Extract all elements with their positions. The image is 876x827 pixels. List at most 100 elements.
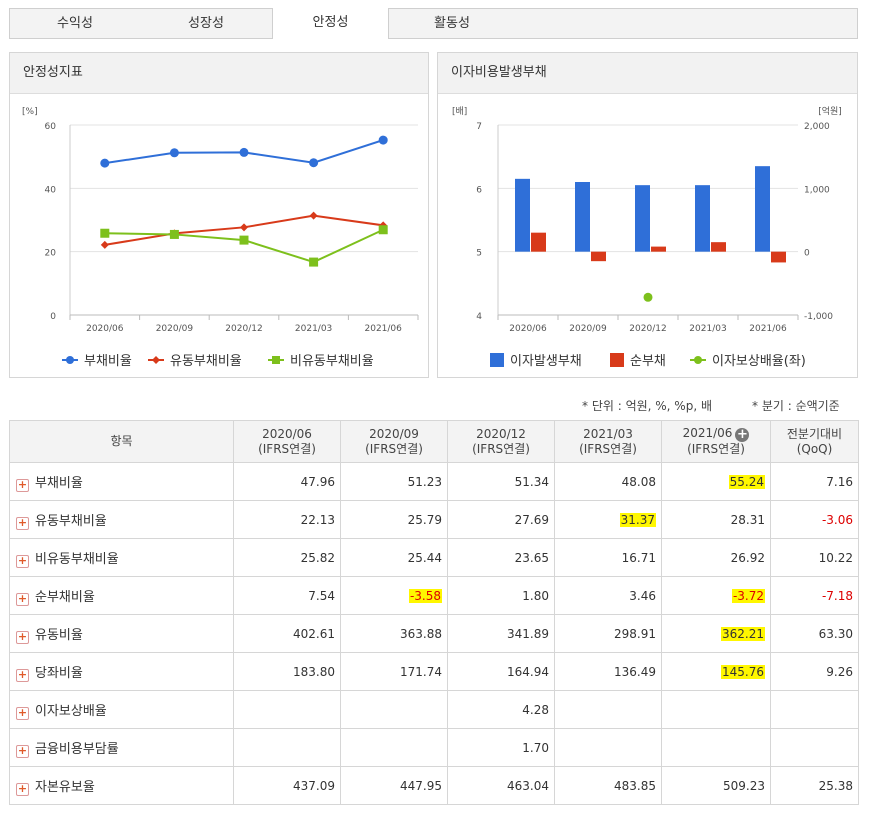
qoq-cell: 25.38 bbox=[770, 766, 859, 805]
tab-growth[interactable]: 성장성 bbox=[188, 16, 224, 31]
highlighted-value: 145.76 bbox=[721, 664, 765, 679]
row-name: 부채비율 bbox=[35, 475, 83, 491]
legend-label: 순부채 bbox=[630, 354, 666, 369]
header-qoq: 전분기대비 (QoQ) bbox=[770, 420, 859, 463]
legend-marker bbox=[272, 356, 280, 364]
data-point bbox=[169, 229, 179, 239]
legend-marker bbox=[694, 356, 702, 364]
row-label[interactable]: + 자본유보율 bbox=[9, 766, 234, 805]
value-cell: 27.69 bbox=[447, 500, 555, 539]
row-name: 금융비용부담률 bbox=[35, 741, 119, 757]
row-label[interactable]: + 유동비율 bbox=[9, 614, 234, 653]
value-cell: 4.28 bbox=[447, 690, 555, 729]
expand-icon[interactable]: + bbox=[16, 515, 29, 530]
expand-icon[interactable]: + bbox=[16, 553, 29, 568]
value-cell bbox=[661, 728, 771, 767]
y-tick-label: 0 bbox=[50, 312, 56, 322]
bar bbox=[695, 185, 710, 252]
row-label[interactable]: + 순부채비율 bbox=[9, 576, 234, 615]
value-cell bbox=[340, 690, 448, 729]
expand-icon[interactable]: + bbox=[16, 743, 29, 758]
value-cell: 31.37 bbox=[554, 500, 662, 539]
expand-icon[interactable]: + bbox=[16, 591, 29, 606]
y-tick-label-right: -1,000 bbox=[804, 312, 833, 322]
row-label[interactable]: + 이자보상배율 bbox=[9, 690, 234, 729]
bar bbox=[531, 232, 546, 252]
value-cell bbox=[340, 728, 448, 767]
value-cell: 25.44 bbox=[340, 538, 448, 577]
value-cell: 447.95 bbox=[340, 766, 448, 805]
x-tick-label: 2020/12 bbox=[629, 324, 666, 334]
table-row: + 순부채비율 7.54 -3.58 1.80 3.46 -3.72 -7.18 bbox=[9, 576, 859, 615]
y-tick-label-left: 4 bbox=[476, 312, 482, 322]
value-cell: 298.91 bbox=[554, 614, 662, 653]
data-point bbox=[239, 235, 249, 245]
tab-bar: 수익성 성장성 안정성 활동성 bbox=[9, 8, 858, 39]
y-tick-label-right: 1,000 bbox=[804, 185, 830, 195]
row-label[interactable]: + 부채비율 bbox=[9, 462, 234, 501]
expand-icon[interactable]: + bbox=[16, 667, 29, 682]
qoq-cell: 7.16 bbox=[770, 462, 859, 501]
bar bbox=[711, 242, 726, 252]
value-cell: 7.54 bbox=[233, 576, 341, 615]
x-tick-label: 2021/03 bbox=[689, 324, 726, 334]
row-label[interactable]: + 당좌비율 bbox=[9, 652, 234, 691]
x-tick-label: 2021/06 bbox=[749, 324, 787, 334]
data-point bbox=[239, 147, 249, 157]
quarter-note: * 분기 : 순액기준 bbox=[752, 399, 840, 413]
data-point bbox=[100, 240, 109, 249]
value-cell: 23.65 bbox=[447, 538, 555, 577]
data-point bbox=[100, 158, 110, 168]
table-row: + 이자보상배율 4.28 bbox=[9, 690, 859, 729]
add-period-icon[interactable]: + bbox=[735, 427, 750, 442]
tab-stability[interactable]: 안정성 bbox=[272, 8, 389, 39]
row-name: 비유동부채비율 bbox=[35, 551, 119, 567]
data-point bbox=[309, 158, 319, 168]
value-cell: 437.09 bbox=[233, 766, 341, 805]
qoq-cell: 9.26 bbox=[770, 652, 859, 691]
value-cell: 48.08 bbox=[554, 462, 662, 501]
expand-icon[interactable]: + bbox=[16, 477, 29, 492]
row-label[interactable]: + 금융비용부담률 bbox=[9, 728, 234, 767]
x-tick-label: 2020/06 bbox=[86, 324, 124, 334]
value-cell: 171.74 bbox=[340, 652, 448, 691]
y-tick-label-left: 6 bbox=[476, 185, 482, 195]
legend-label: 이자발생부채 bbox=[510, 354, 582, 369]
value-cell: 25.82 bbox=[233, 538, 341, 577]
data-point bbox=[100, 228, 110, 238]
highlighted-value: -3.72 bbox=[731, 588, 765, 603]
y-tick-label-left: 7 bbox=[476, 122, 482, 132]
qoq-cell: -3.06 bbox=[770, 500, 859, 539]
interest-debt-chart-panel: 이자비용발생부채 [배] [억원] 4 5 6 7 -1,000 0 1,000 2,000 202… bbox=[437, 52, 858, 378]
x-tick-label: 2021/03 bbox=[295, 324, 332, 334]
value-cell bbox=[233, 690, 341, 729]
bar bbox=[635, 185, 650, 252]
value-cell: -3.58 bbox=[340, 576, 448, 615]
qoq-cell: 10.22 bbox=[770, 538, 859, 577]
header-sublabel: (IFRS연결) bbox=[472, 441, 530, 456]
value-cell: 341.89 bbox=[447, 614, 555, 653]
row-label[interactable]: + 유동부채비율 bbox=[9, 500, 234, 539]
value-cell: 402.61 bbox=[233, 614, 341, 653]
expand-icon[interactable]: + bbox=[16, 629, 29, 644]
stability-line-chart: [%] 0 20 40 60 2020/06 2020/09 2020/12 2021/03 20… bbox=[22, 107, 419, 369]
data-point bbox=[240, 223, 248, 232]
legend-marker bbox=[152, 356, 160, 364]
value-cell bbox=[554, 690, 662, 729]
value-cell: 25.79 bbox=[340, 500, 448, 539]
legend-marker bbox=[490, 353, 504, 367]
tab-profitability[interactable]: 수익성 bbox=[57, 16, 93, 31]
expand-icon[interactable]: + bbox=[16, 781, 29, 796]
row-name: 당좌비율 bbox=[35, 665, 83, 681]
expand-icon[interactable]: + bbox=[16, 705, 29, 720]
table-row: + 유동부채비율 22.13 25.79 27.69 31.37 28.31 -3.06 bbox=[9, 500, 859, 539]
value-cell: 47.96 bbox=[233, 462, 341, 501]
value-cell: 363.88 bbox=[340, 614, 448, 653]
highlighted-value: -3.58 bbox=[408, 588, 442, 603]
tab-activity[interactable]: 활동성 bbox=[434, 16, 470, 31]
row-label[interactable]: + 비유동부채비율 bbox=[9, 538, 234, 577]
table-header-row: 항목 2020/06 (IFRS연결) 2020/09 (IFRS연결) 2020/12(… bbox=[9, 420, 859, 463]
highlighted-value: 55.24 bbox=[728, 474, 765, 489]
row-name: 자본유보율 bbox=[35, 779, 95, 795]
header-sublabel: (IFRS연결) bbox=[687, 442, 745, 456]
